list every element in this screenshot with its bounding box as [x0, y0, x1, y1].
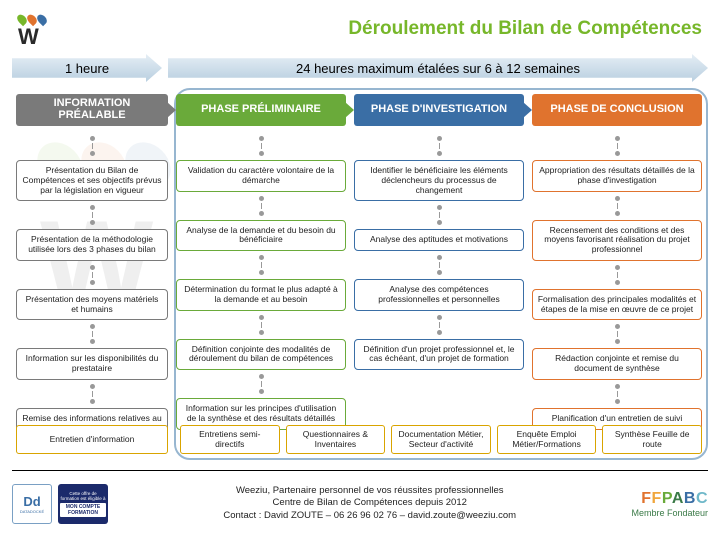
phase-step: Information sur les disponibilités du pr… [16, 348, 168, 380]
phase-step: Analyse des aptitudes et motivations [354, 229, 524, 251]
connector [532, 136, 702, 156]
connector [176, 196, 346, 216]
connector [176, 255, 346, 275]
tool-box: Entretien d'information [16, 425, 168, 454]
phase-step: Validation du caractère volontaire de la… [176, 160, 346, 192]
arrow-24h: 24 heures maximum étalées sur 6 à 12 sem… [168, 54, 708, 82]
phase-step: Analyse des compétences professionnelles… [354, 279, 524, 311]
footer-contact: Weeziu, Partenaire personnel de vos réus… [108, 485, 631, 522]
phase-step: Appropriation des résultats détaillés de… [532, 160, 702, 192]
phase-step: Formalisation des principales modalités … [532, 289, 702, 321]
timeline-arrows: 1 heure 24 heures maximum étalées sur 6 … [12, 54, 708, 82]
phase-step: Présentation du Bilan de Compétences et … [16, 160, 168, 201]
phase-column-prelim: PHASE PRÉLIMINAIRE Validation du caractèr… [176, 94, 346, 439]
phase-column-invest: PHASE D'INVESTIGATION Identifier le bénéf… [354, 94, 524, 439]
footer-badges: Dd DATADOCKÉ Cette offre de formation es… [12, 484, 108, 524]
connector [16, 265, 168, 285]
phase-step: Analyse de la demande et du besoin du bé… [176, 220, 346, 252]
connector [354, 136, 524, 156]
cpf-badge: Cette offre de formation est éligible à … [58, 484, 108, 524]
page-title: Déroulement du Bilan de Compétences [348, 18, 702, 40]
arrow-1h: 1 heure [12, 54, 162, 82]
phase-step: Présentation de la méthodologie utilisée… [16, 229, 168, 261]
tool-box: Enquête Emploi Métier/Formations [497, 425, 597, 454]
phase-step: Recensement des conditions et des moyens… [532, 220, 702, 261]
connector [176, 374, 346, 394]
connector [532, 265, 702, 285]
phase-column-info: INFORMATION PRÉALABLE Présentation du Bil… [16, 94, 168, 439]
tool-box: Questionnaires & Inventaires [286, 425, 386, 454]
connector [532, 384, 702, 404]
phase-step: Rédaction conjointe et remise du documen… [532, 348, 702, 380]
connector [16, 136, 168, 156]
connector [354, 205, 524, 225]
connector [354, 315, 524, 335]
phase-header-info: INFORMATION PRÉALABLE [16, 94, 168, 126]
phase-step: Présentation des moyens matériels et hum… [16, 289, 168, 321]
tools-row: Entretien d'information Entretiens semi-d… [16, 425, 702, 454]
connector [176, 136, 346, 156]
footer: Dd DATADOCKÉ Cette offre de formation es… [12, 470, 708, 532]
phase-step: Définition conjointe des modalités de dé… [176, 339, 346, 371]
phase-header-prelim: PHASE PRÉLIMINAIRE [176, 94, 346, 126]
connector [16, 324, 168, 344]
datadock-badge: Dd DATADOCKÉ [12, 484, 52, 524]
phase-header-concl: PHASE DE CONCLUSION [532, 94, 702, 126]
logo: W [18, 14, 46, 47]
phase-step: Détermination du format le plus adapté à… [176, 279, 346, 311]
tool-box: Documentation Métier, Secteur d'activité [391, 425, 491, 454]
tool-box: Synthèse Feuille de route [602, 425, 702, 454]
tool-box: Entretiens semi-directifs [180, 425, 280, 454]
footer-org: FFPABC Membre Fondateur [631, 490, 708, 518]
connector [354, 255, 524, 275]
connector [532, 324, 702, 344]
connector [176, 315, 346, 335]
phase-step: Définition d'un projet professionnel et,… [354, 339, 524, 371]
phase-column-concl: PHASE DE CONCLUSION Appropriation des rés… [532, 94, 702, 439]
connector [16, 384, 168, 404]
phase-columns: INFORMATION PRÉALABLE Présentation du Bil… [16, 94, 702, 439]
phase-header-invest: PHASE D'INVESTIGATION [354, 94, 524, 126]
phase-step: Identifier le bénéficiaire les éléments … [354, 160, 524, 201]
connector [16, 205, 168, 225]
connector [532, 196, 702, 216]
